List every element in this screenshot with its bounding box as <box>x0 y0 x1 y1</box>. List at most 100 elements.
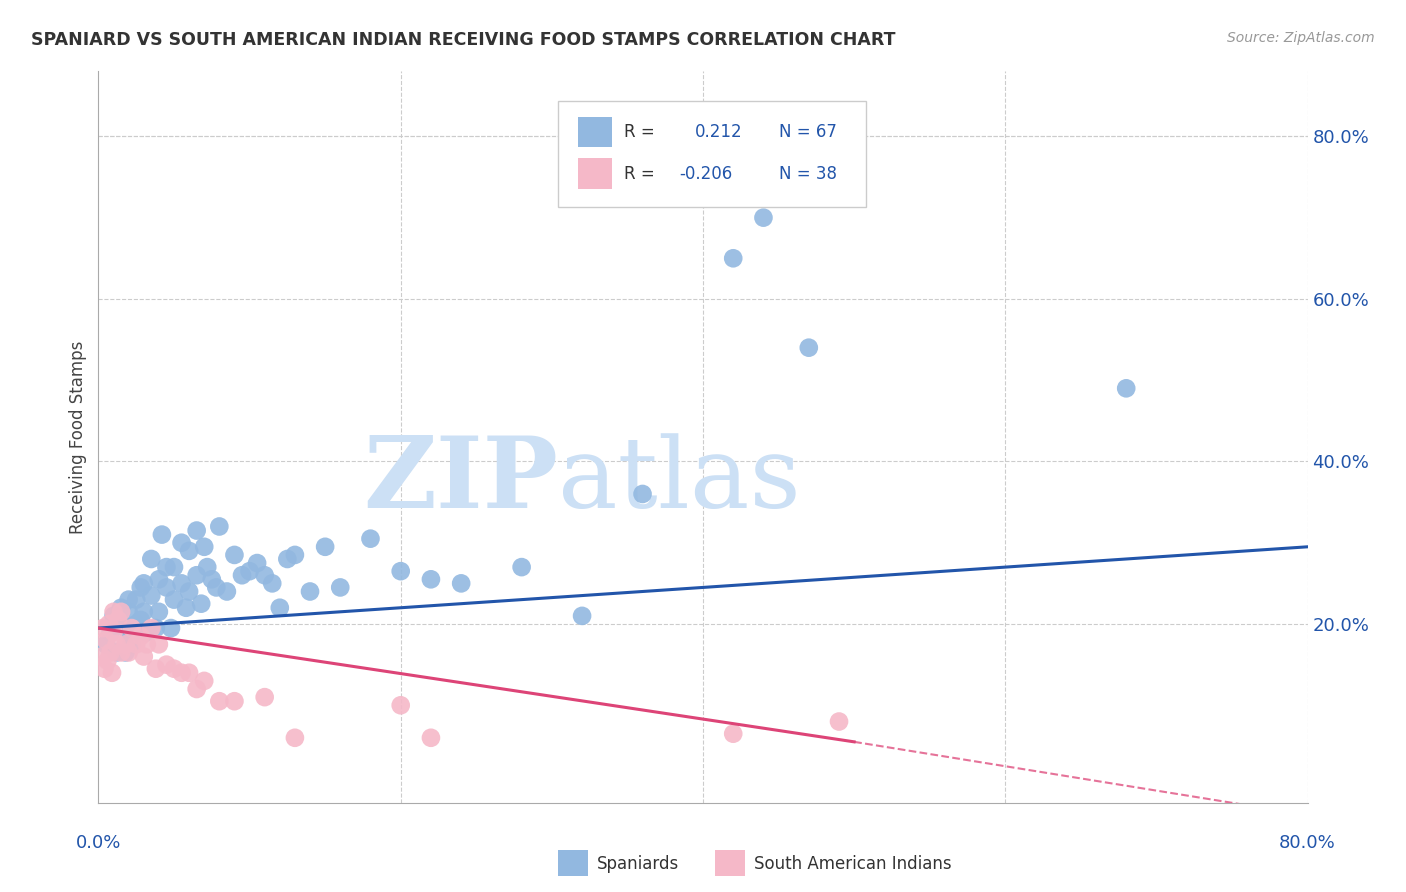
Point <box>114 621 136 635</box>
Point <box>125 617 148 632</box>
Point <box>148 605 170 619</box>
Point <box>276 552 298 566</box>
Point <box>141 589 163 603</box>
Point <box>145 621 167 635</box>
Text: Source: ZipAtlas.com: Source: ZipAtlas.com <box>1227 31 1375 45</box>
Point <box>723 727 745 741</box>
Point <box>118 592 141 607</box>
Point <box>389 564 412 578</box>
Y-axis label: Receiving Food Stamps: Receiving Food Stamps <box>69 341 87 533</box>
Text: Spaniards: Spaniards <box>596 855 679 872</box>
Point <box>179 665 201 680</box>
Point <box>163 560 186 574</box>
Bar <box>578 117 613 147</box>
Point <box>105 645 128 659</box>
Text: South American Indians: South American Indians <box>754 855 952 872</box>
Point <box>110 600 132 615</box>
Point <box>107 613 129 627</box>
Point <box>797 341 820 355</box>
Point <box>135 625 157 640</box>
Text: 80.0%: 80.0% <box>1279 834 1336 852</box>
Bar <box>716 850 745 876</box>
Point <box>93 662 115 676</box>
Point <box>389 698 412 713</box>
Point <box>510 560 533 574</box>
Point <box>118 605 141 619</box>
Point <box>100 625 122 640</box>
Point <box>150 527 173 541</box>
Point <box>98 617 121 632</box>
Bar <box>558 850 588 876</box>
Point <box>163 592 186 607</box>
Point <box>190 597 212 611</box>
Text: R =: R = <box>624 165 655 183</box>
Point <box>170 576 193 591</box>
Point <box>129 581 152 595</box>
Point <box>155 657 177 672</box>
Point <box>186 524 208 538</box>
Point <box>132 605 155 619</box>
Point <box>269 600 291 615</box>
Point <box>224 548 246 562</box>
Point <box>299 584 322 599</box>
Point <box>100 645 122 659</box>
Point <box>420 731 443 745</box>
Point <box>145 662 167 676</box>
Point <box>103 608 125 623</box>
Point <box>828 714 851 729</box>
Point <box>105 637 128 651</box>
Point <box>239 564 262 578</box>
Point <box>246 556 269 570</box>
Point <box>208 519 231 533</box>
Point <box>752 211 775 225</box>
Point <box>132 649 155 664</box>
Point <box>193 540 215 554</box>
Bar <box>578 159 613 189</box>
Point <box>103 625 125 640</box>
Point <box>148 637 170 651</box>
Point <box>631 487 654 501</box>
Point <box>231 568 253 582</box>
Point <box>118 645 141 659</box>
Point <box>114 637 136 651</box>
Point <box>723 252 745 266</box>
Point <box>253 568 276 582</box>
Point <box>103 605 125 619</box>
Point <box>96 654 118 668</box>
Point <box>170 535 193 549</box>
Point <box>329 581 352 595</box>
Point <box>148 572 170 586</box>
Point <box>91 621 114 635</box>
Point <box>174 600 197 615</box>
Point <box>208 694 231 708</box>
Point <box>110 645 132 659</box>
Point <box>163 662 186 676</box>
Text: SPANIARD VS SOUTH AMERICAN INDIAN RECEIVING FOOD STAMPS CORRELATION CHART: SPANIARD VS SOUTH AMERICAN INDIAN RECEIV… <box>31 31 896 49</box>
Point <box>284 548 307 562</box>
Point <box>571 608 593 623</box>
Point <box>179 544 201 558</box>
Text: atlas: atlas <box>558 434 800 529</box>
Point <box>224 694 246 708</box>
Point <box>155 560 177 574</box>
Point <box>215 584 238 599</box>
Point <box>129 613 152 627</box>
Text: N = 67: N = 67 <box>779 123 837 141</box>
Point <box>155 581 177 595</box>
Text: -0.206: -0.206 <box>679 165 733 183</box>
FancyBboxPatch shape <box>558 101 866 207</box>
Point <box>90 649 112 664</box>
Text: 0.0%: 0.0% <box>76 834 121 852</box>
Point <box>160 621 183 635</box>
Text: N = 38: N = 38 <box>779 165 837 183</box>
Point <box>129 629 152 643</box>
Point <box>284 731 307 745</box>
Point <box>141 621 163 635</box>
Point <box>125 637 148 651</box>
Point <box>132 576 155 591</box>
Point <box>186 681 208 696</box>
Point <box>1115 381 1137 395</box>
Point <box>110 605 132 619</box>
Point <box>114 645 136 659</box>
Point <box>179 584 201 599</box>
